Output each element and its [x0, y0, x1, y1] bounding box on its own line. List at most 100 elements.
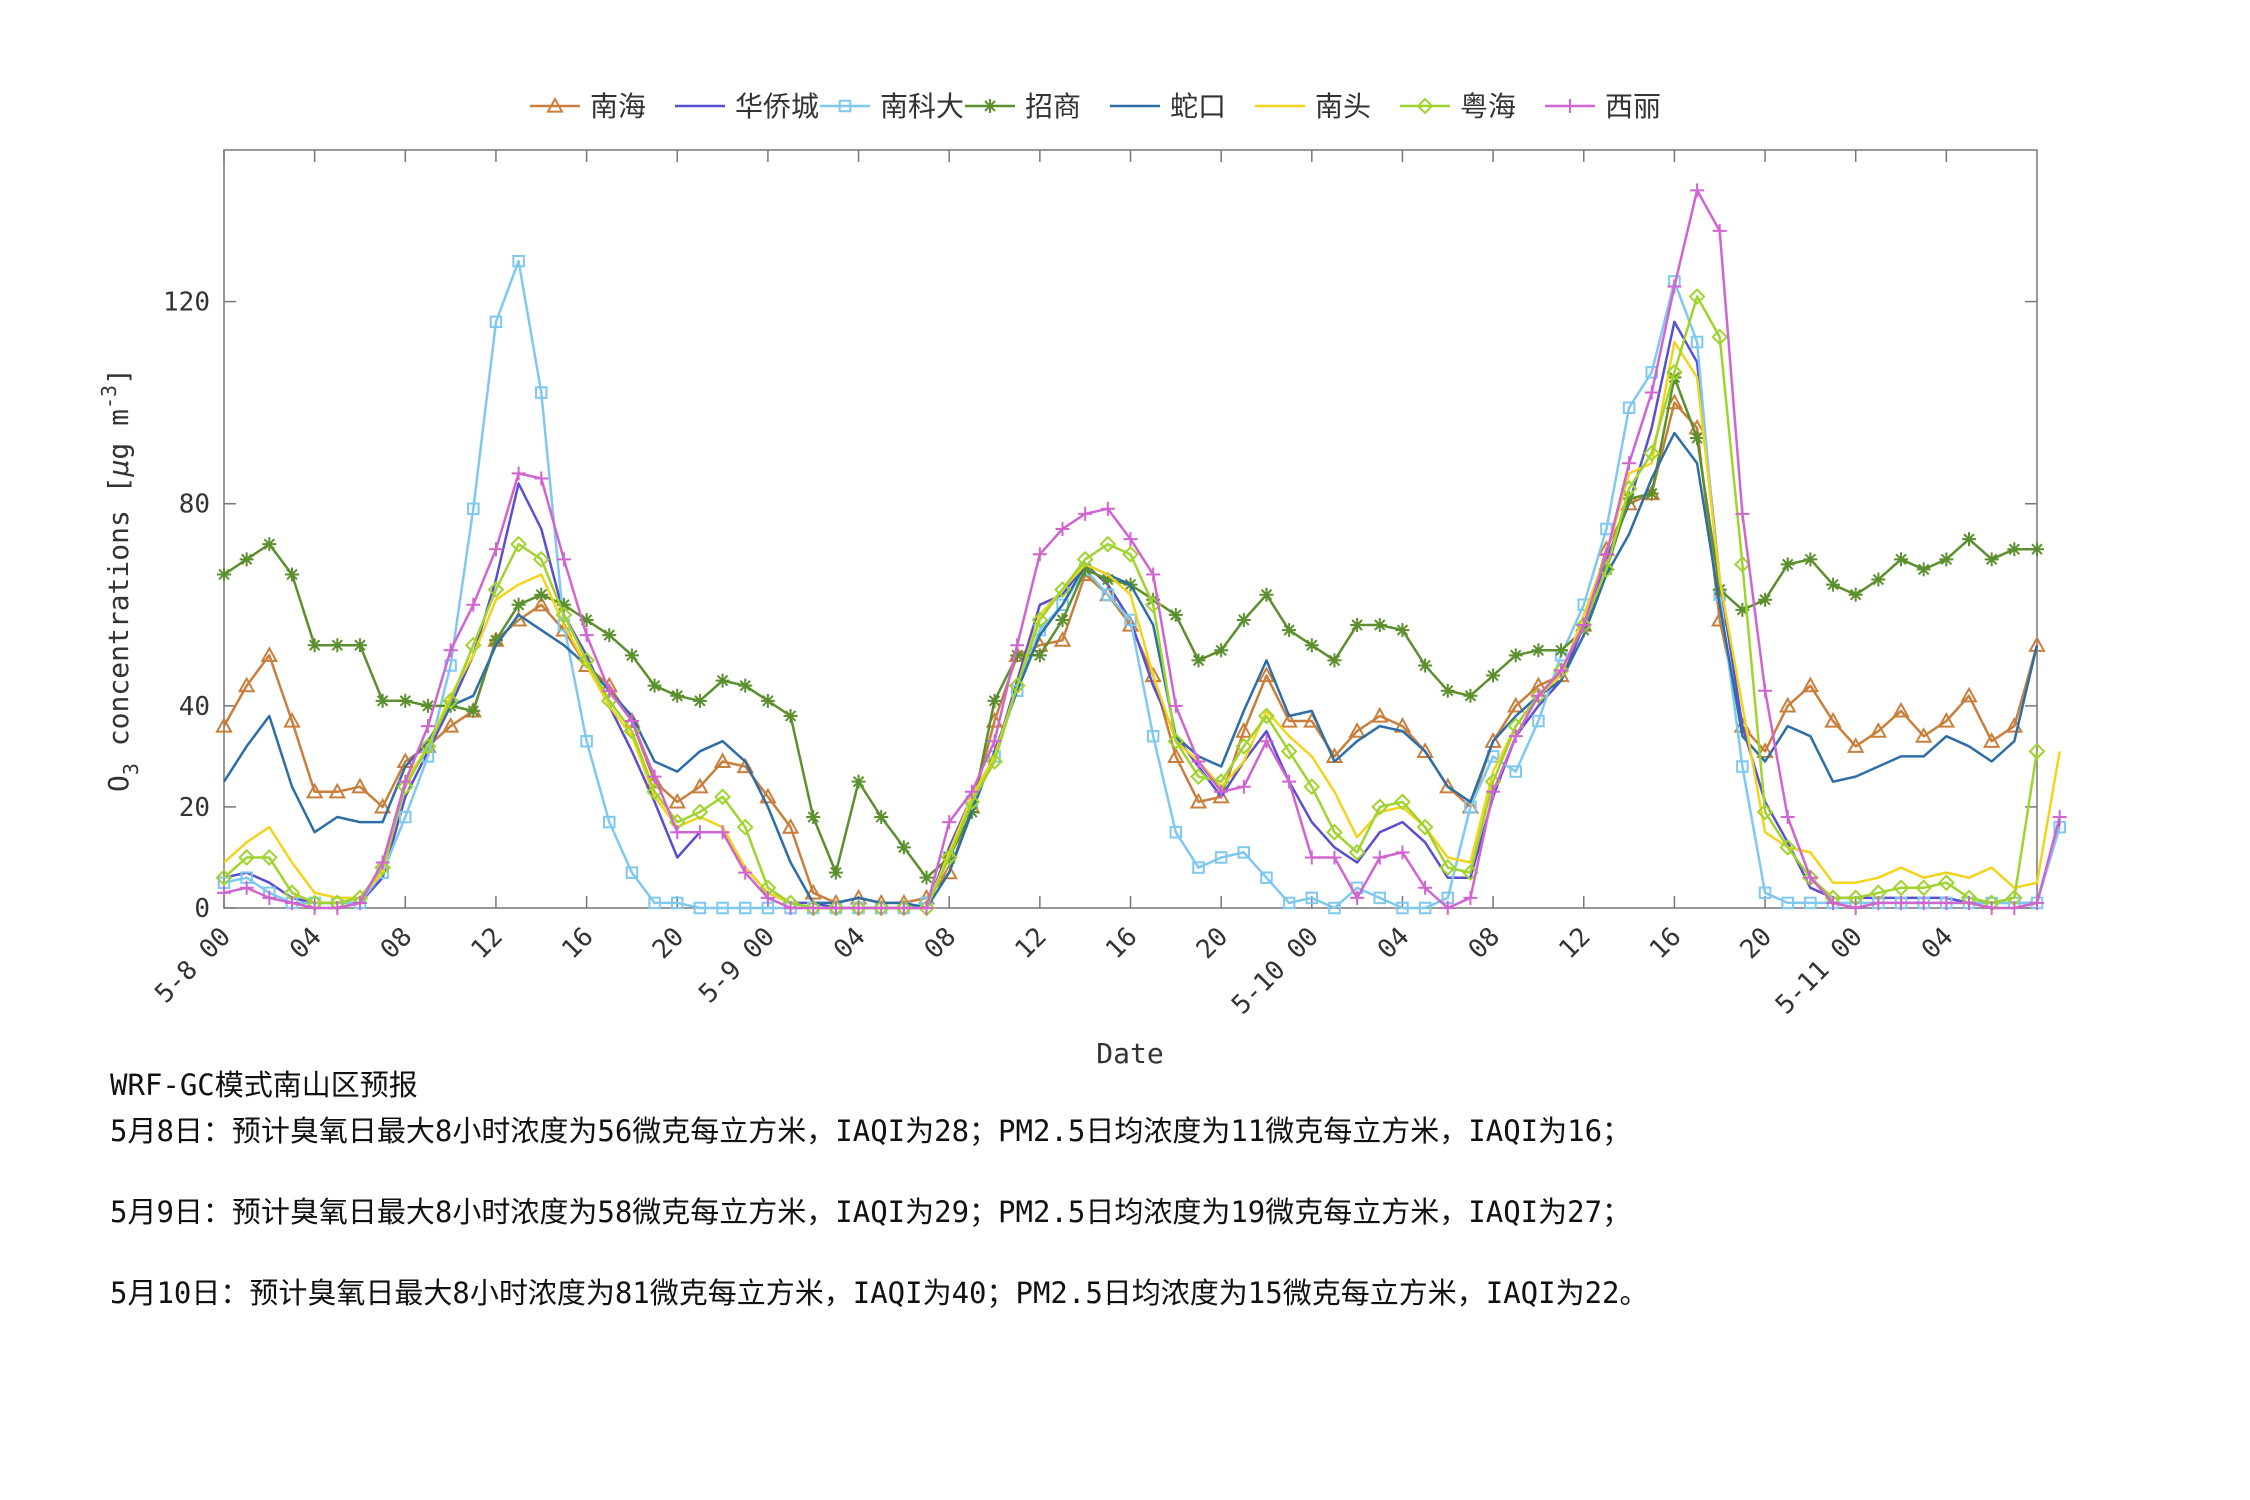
- legend-item: 蛇口: [1110, 90, 1226, 123]
- data-point: [2007, 542, 2022, 557]
- data-point: [1348, 843, 1366, 861]
- data-point: [1780, 557, 1795, 572]
- data-point: [1123, 532, 1138, 547]
- forecast-day-1: 5月8日：预计臭氧日最大8小时浓度为56微克每立方米，IAQI为28；PM2.5…: [110, 1114, 1632, 1148]
- data-point: [1395, 623, 1410, 638]
- data-point: [262, 890, 277, 905]
- data-point: [838, 99, 852, 113]
- data-point: [1779, 838, 1797, 856]
- data-point: [738, 901, 752, 915]
- data-point: [1235, 722, 1253, 738]
- data-point: [1712, 223, 1727, 238]
- data-point: [1801, 676, 1820, 693]
- data-point: [1167, 732, 1185, 750]
- data-point: [1350, 618, 1365, 633]
- data-point: [1531, 643, 1546, 658]
- x-tick-label: 04: [1372, 922, 1415, 965]
- data-point: [1327, 653, 1342, 668]
- data-point: [1350, 890, 1365, 905]
- data-point: [1191, 653, 1206, 668]
- data-point: [1008, 677, 1026, 695]
- data-point: [489, 315, 503, 329]
- data-point: [1192, 861, 1205, 874]
- data-point: [1667, 279, 1682, 294]
- data-point: [1665, 393, 1684, 410]
- data-point: [466, 703, 481, 718]
- y-tick-label: 80: [179, 490, 210, 520]
- data-point: [1463, 688, 1478, 703]
- data-point: [1599, 547, 1614, 562]
- forecast-text: WRF-GC模式南山区预报 5月8日：预计臭氧日最大8小时浓度为56微克每立方米…: [110, 1062, 2210, 1351]
- data-point: [806, 901, 821, 915]
- data-point: [1916, 562, 1931, 577]
- data-point: [1871, 895, 1886, 910]
- data-point: [1416, 818, 1434, 836]
- data-point: [398, 693, 413, 708]
- data-point: [1937, 711, 1956, 728]
- x-tick-label: 08: [919, 922, 962, 965]
- data-point: [512, 254, 525, 268]
- data-point: [307, 638, 322, 653]
- data-point: [1937, 874, 1955, 892]
- data-point: [1101, 588, 1115, 601]
- data-point: [579, 612, 594, 627]
- data-point: [2028, 742, 2046, 760]
- data-point: [1939, 552, 1954, 567]
- data-point: [671, 896, 684, 910]
- data-point: [556, 552, 571, 567]
- data-point: [670, 688, 685, 703]
- data-point: [1781, 896, 1794, 910]
- data-point: [260, 646, 279, 662]
- data-point: [510, 535, 528, 553]
- data-point: [2030, 895, 2044, 910]
- data-point: [1056, 598, 1069, 612]
- data-point: [262, 537, 277, 552]
- data-point: [1508, 729, 1523, 744]
- data-point: [896, 901, 911, 915]
- data-point: [625, 866, 639, 879]
- data-point: [1735, 506, 1750, 521]
- data-point: [692, 693, 707, 708]
- data-point: [986, 753, 1003, 770]
- data-point: [1010, 648, 1025, 663]
- data-point: [1032, 648, 1047, 663]
- data-point: [874, 901, 889, 915]
- x-tick-label: 20: [1735, 922, 1778, 965]
- data-point: [1169, 825, 1183, 839]
- legend-label: 南科大: [880, 90, 964, 123]
- x-tick-label: 20: [647, 922, 690, 965]
- data-point: [1371, 798, 1389, 816]
- data-point: [237, 676, 256, 693]
- x-tick-label: 16: [1644, 922, 1687, 965]
- data-point: [1508, 648, 1523, 663]
- data-point: [1303, 778, 1321, 796]
- data-point: [1305, 891, 1319, 905]
- data-point: [328, 782, 347, 799]
- data-point: [1282, 623, 1297, 638]
- data-point: [623, 722, 641, 740]
- data-point: [624, 714, 639, 729]
- data-point: [1486, 668, 1501, 683]
- data-point: [647, 678, 662, 693]
- data-point: [624, 648, 639, 663]
- data-point: [1260, 871, 1273, 884]
- data-point: [1780, 810, 1795, 825]
- data-point: [942, 815, 957, 830]
- data-point: [1214, 643, 1229, 658]
- data-point: [1304, 638, 1319, 653]
- data-point: [1915, 879, 1933, 897]
- data-point: [783, 708, 798, 723]
- data-point: [759, 787, 777, 804]
- data-point: [1100, 501, 1115, 516]
- data-point: [1804, 896, 1817, 910]
- data-point: [1078, 562, 1093, 577]
- data-point: [896, 840, 911, 855]
- data-point: [1486, 784, 1501, 799]
- data-point: [217, 885, 231, 900]
- data-point: [1563, 99, 1577, 113]
- data-point: [1235, 737, 1253, 755]
- y-tick-label: 120: [163, 288, 210, 318]
- forecast-day-2: 5月9日：预计臭氧日最大8小时浓度为58微克每立方米，IAQI为29；PM2.5…: [110, 1195, 1632, 1229]
- data-point: [602, 628, 617, 643]
- data-point: [1394, 793, 1411, 811]
